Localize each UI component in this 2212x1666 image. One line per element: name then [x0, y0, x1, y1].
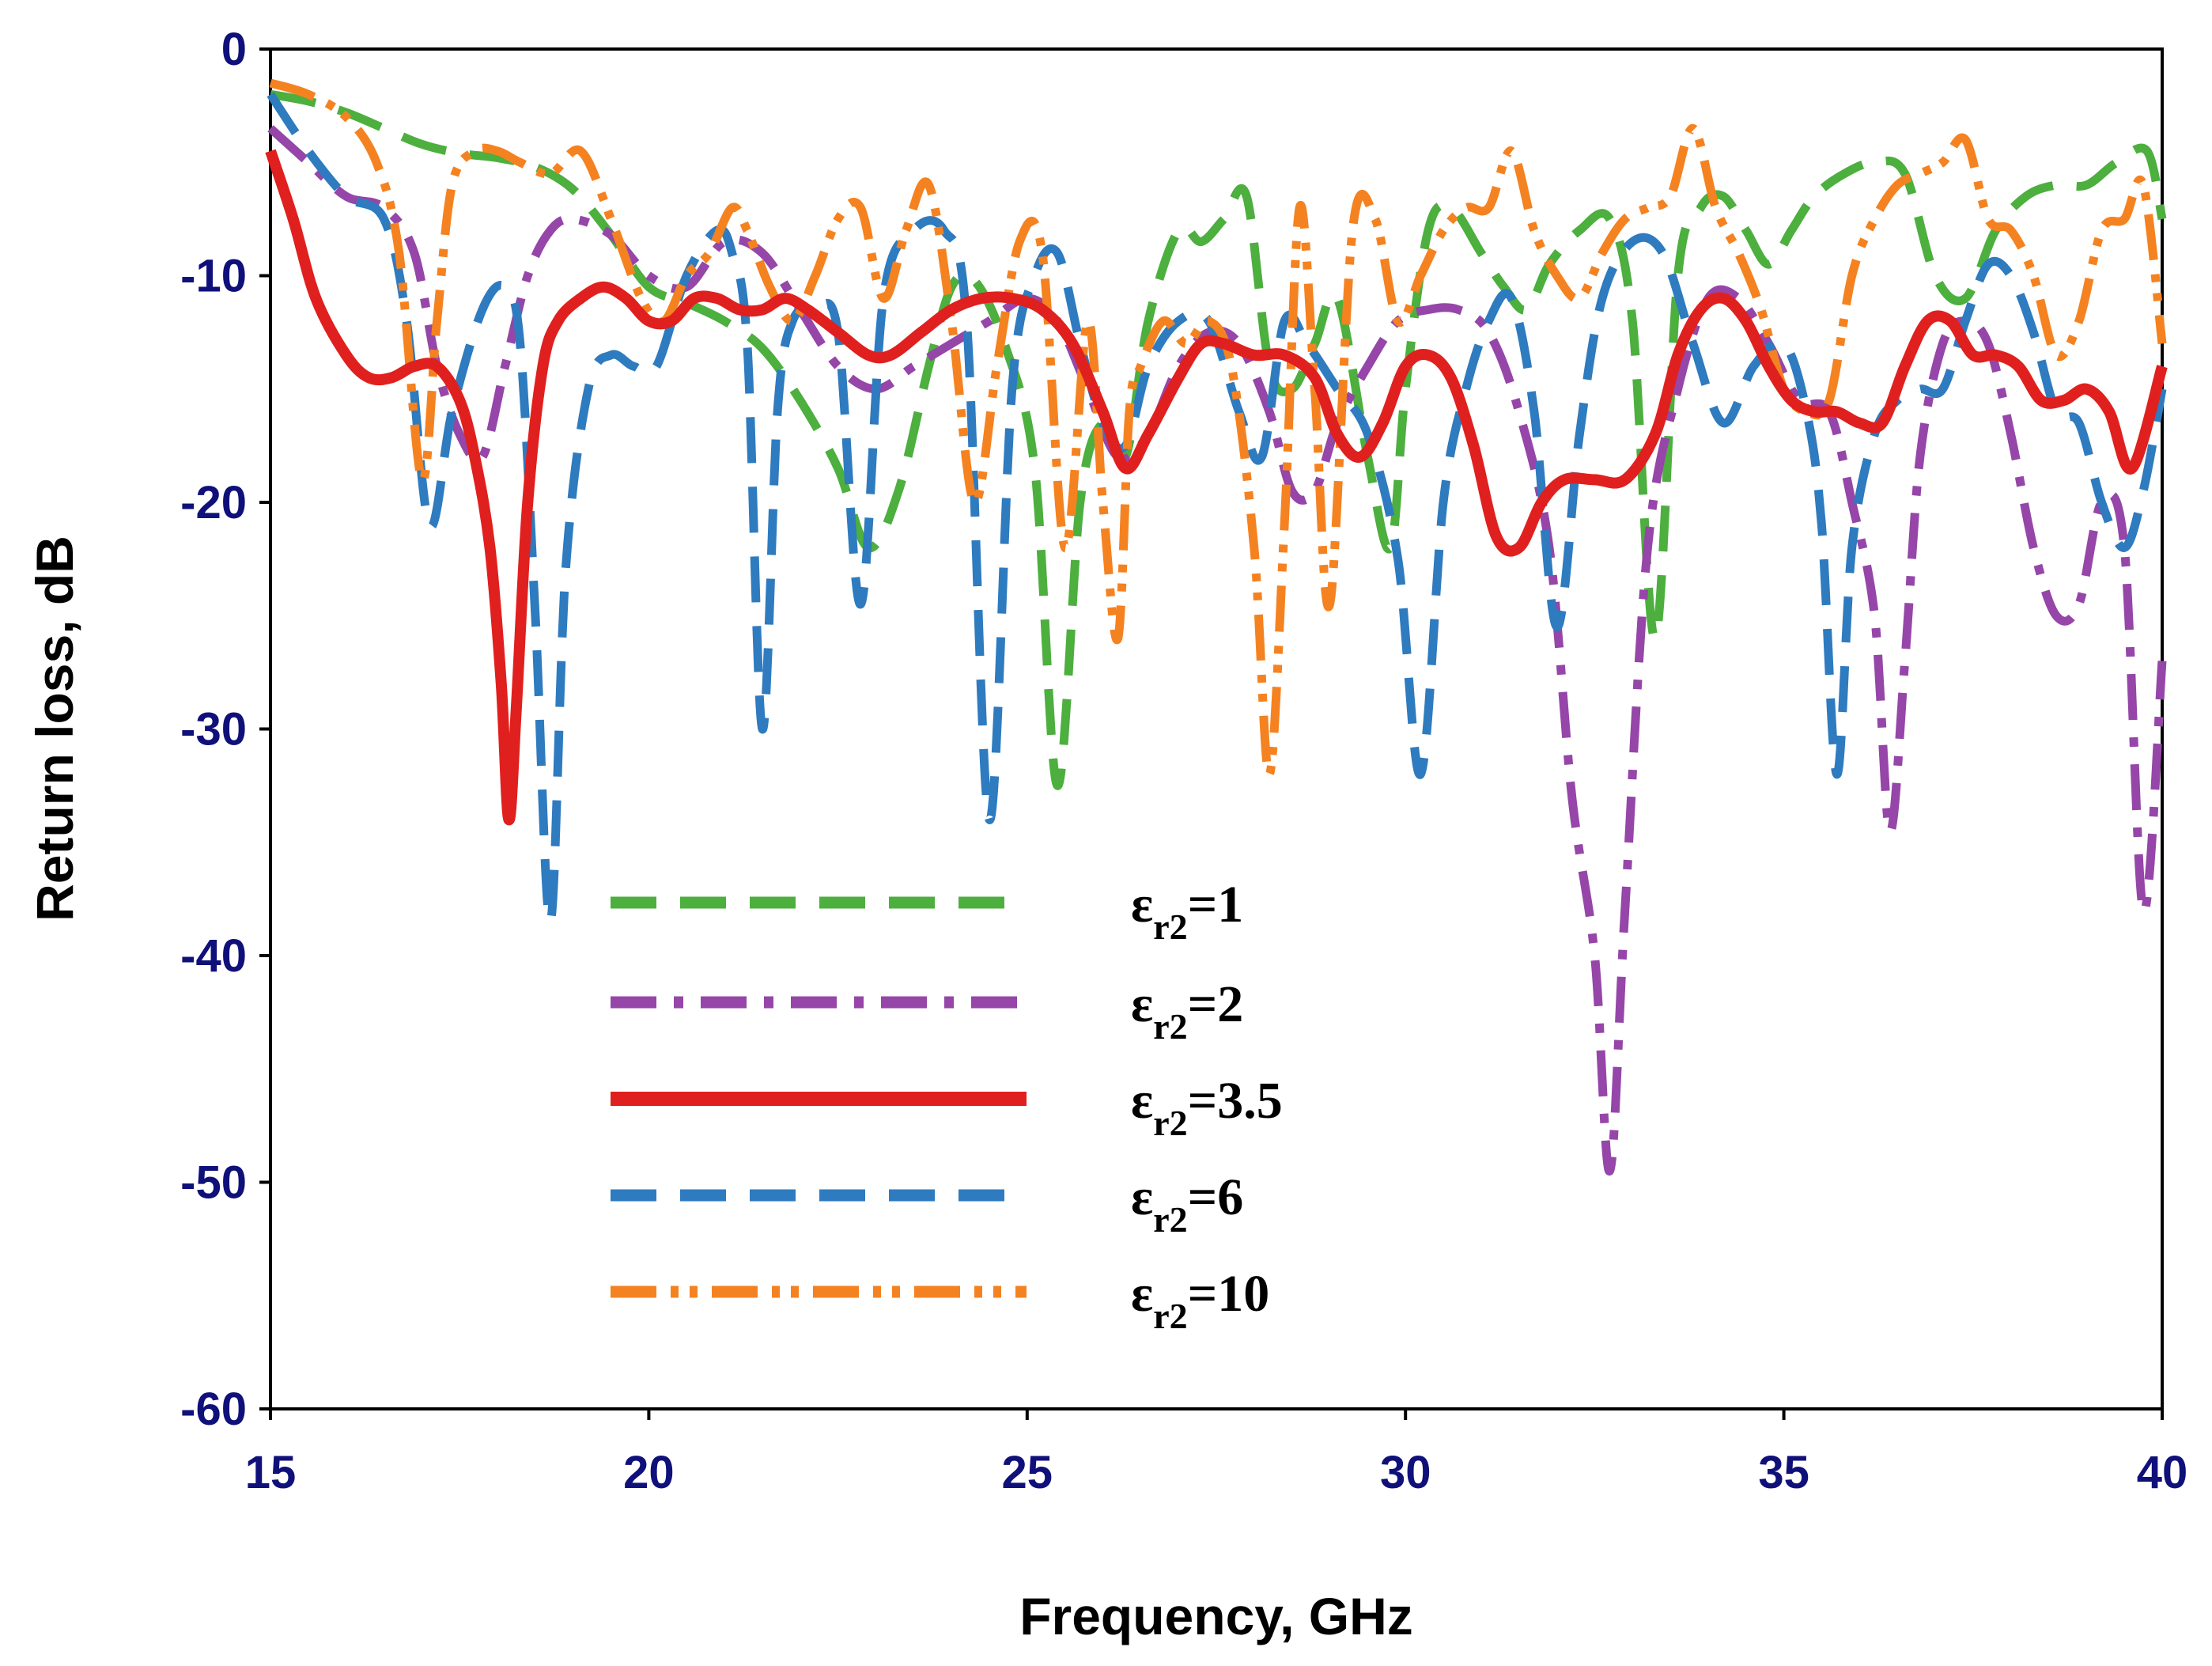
x-tick-label: 25 [1002, 1447, 1053, 1498]
legend-label-5: εr2=10 [1131, 1265, 1269, 1336]
x-axis-title: Frequency, GHz [1019, 1587, 1413, 1645]
legend-label-2: εr2=2 [1131, 975, 1243, 1047]
series-line-2 [267, 125, 2167, 1176]
series-layer [265, 78, 2168, 1176]
x-tick-label: 30 [1380, 1447, 1431, 1498]
y-tick-label: -50 [180, 1157, 247, 1209]
legend: εr2=1 εr2=2 εr2=3.5 εr2=6 εr2=10 [611, 876, 1283, 1336]
x-tick-label: 35 [1758, 1447, 1809, 1498]
y-tick-label: -10 [180, 251, 247, 302]
series-line-1 [270, 89, 2167, 790]
legend-label-3: εr2=3.5 [1131, 1072, 1283, 1143]
x-tick-label: 15 [245, 1447, 297, 1498]
y-tick-label: -20 [180, 477, 247, 528]
legend-label-1: εr2=1 [1131, 876, 1243, 947]
y-tick-label: -30 [180, 704, 247, 755]
y-axis-title: Return loss, dB [25, 536, 84, 922]
y-tick-label: -60 [180, 1384, 247, 1435]
x-tick-label: 20 [623, 1447, 675, 1498]
legend-label-4: εr2=6 [1131, 1168, 1243, 1240]
series-line-3 [265, 149, 2168, 826]
y-tick-label: 0 [221, 24, 247, 75]
x-tick-label: 40 [2137, 1447, 2188, 1498]
axis-layer: 0 -10 -20 -30 -40 -50 -60 15 20 25 30 35 40 [180, 24, 2187, 1498]
y-tick-label: -40 [180, 930, 247, 982]
